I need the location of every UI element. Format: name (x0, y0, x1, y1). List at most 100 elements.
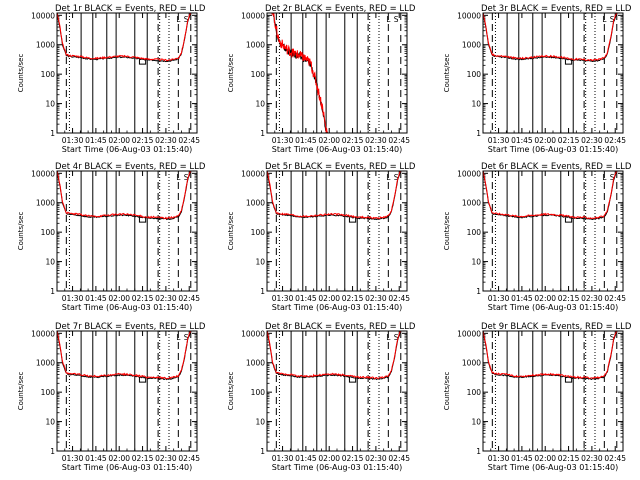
y-tick-label: 1 (260, 129, 265, 138)
y-tick-label: 100 (251, 70, 266, 79)
panel-title: Det 4r BLACK = Events, RED = LLD (55, 162, 206, 172)
x-tick-label: 01:45 (85, 136, 107, 145)
series-lld-line (57, 331, 192, 380)
y-tick-label: 1 (260, 447, 265, 456)
x-tick-label: 02:15 (132, 454, 154, 463)
y-tick-label: 10000 (241, 169, 265, 178)
bracket-label: S (394, 173, 399, 182)
x-tick-label: 02:45 (388, 136, 410, 145)
series-events-line (57, 331, 192, 381)
x-tick-label: 01:45 (85, 454, 107, 463)
x-tick-label: 02:15 (342, 294, 364, 303)
x-tick-label: 02:45 (388, 454, 410, 463)
y-tick-label: 1 (476, 447, 481, 456)
x-tick-label: 02:45 (178, 454, 200, 463)
panel-title: Det 5r BLACK = Events, RED = LLD (265, 162, 416, 172)
y-tick-label: 10 (45, 418, 55, 427)
panel-title: Det 2r BLACK = Events, RED = LLD (265, 4, 416, 14)
notch-bracket (564, 59, 573, 65)
bracket-label: S (394, 15, 399, 24)
x-axis-label: Start Time (06-Aug-03 01:15:40) (62, 303, 193, 312)
x-tick-label: 02:45 (604, 454, 626, 463)
x-tick-label: 02:15 (132, 294, 154, 303)
x-tick-label: 02:00 (108, 454, 130, 463)
x-tick-label: 01:30 (272, 454, 294, 463)
x-tick-label: 02:30 (365, 454, 387, 463)
y-tick-label: 10 (45, 258, 55, 267)
bracket-label: L (386, 173, 391, 182)
series-lld-line (267, 171, 401, 220)
panel-6r: Det 6r BLACK = Events, RED = LLD Counts/s… (443, 162, 632, 312)
x-tick-label: 01:45 (511, 294, 533, 303)
panel-2r: Det 2r BLACK = Events, RED = LLD Counts/s… (227, 4, 416, 154)
y-tick-label: 1000 (36, 199, 55, 208)
plot-frame (56, 170, 198, 292)
y-axis-label: Counts/sec (227, 54, 235, 93)
x-axis-label: Start Time (06-Aug-03 01:15:40) (488, 145, 619, 154)
bracket-label: L (602, 15, 607, 24)
y-tick-label: 10000 (241, 11, 265, 20)
x-tick-label: 02:45 (178, 136, 200, 145)
panel-5r: Det 5r BLACK = Events, RED = LLD Counts/s… (227, 162, 416, 312)
x-tick-label: 02:15 (132, 136, 154, 145)
bracket-label: L (176, 15, 181, 24)
x-tick-label: 02:45 (604, 294, 626, 303)
x-tick-label: 01:30 (62, 136, 84, 145)
x-axis-label: Start Time (06-Aug-03 01:15:40) (62, 145, 193, 154)
y-tick-label: 100 (467, 388, 482, 397)
bracket-label: S (184, 173, 189, 182)
x-axis-label: Start Time (06-Aug-03 01:15:40) (272, 145, 403, 154)
bracket-label: L (386, 333, 391, 342)
y-tick-label: 1 (476, 287, 481, 296)
bracket-label: L (602, 173, 607, 182)
x-tick-label: 01:45 (295, 136, 317, 145)
y-tick-label: 10 (45, 100, 55, 109)
y-tick-label: 10 (471, 258, 481, 267)
x-tick-label: 01:30 (62, 294, 84, 303)
y-tick-label: 1000 (246, 199, 265, 208)
notch-bracket (138, 59, 147, 65)
x-tick-label: 01:45 (295, 294, 317, 303)
y-tick-label: 100 (467, 70, 482, 79)
y-axis-label: Counts/sec (17, 54, 25, 93)
x-tick-label: 02:30 (581, 454, 603, 463)
plot-frame (482, 330, 624, 452)
x-axis-label: Start Time (06-Aug-03 01:15:40) (272, 303, 403, 312)
bracket-label: S (184, 333, 189, 342)
y-tick-label: 10000 (31, 11, 55, 20)
x-tick-label: 02:00 (318, 136, 340, 145)
y-tick-label: 10000 (457, 169, 481, 178)
x-tick-label: 01:30 (62, 454, 84, 463)
series-lld-line (57, 171, 191, 220)
y-tick-label: 10000 (457, 11, 481, 20)
y-axis-label: Counts/sec (227, 212, 235, 251)
y-axis-label: Counts/sec (443, 212, 451, 251)
x-tick-label: 01:30 (488, 454, 510, 463)
bracket-label: S (184, 15, 189, 24)
series-lld-line (57, 13, 191, 62)
panel-title: Det 6r BLACK = Events, RED = LLD (481, 162, 632, 172)
y-tick-label: 10 (255, 418, 265, 427)
plot-frame (266, 330, 408, 452)
y-tick-label: 1 (476, 129, 481, 138)
series-lld-line (483, 13, 618, 62)
y-tick-label: 100 (251, 228, 266, 237)
y-tick-label: 1000 (36, 41, 55, 50)
y-tick-label: 1000 (462, 199, 481, 208)
y-axis-label: Counts/sec (443, 372, 451, 411)
panel-1r: Det 1r BLACK = Events, RED = LLD Counts/s… (17, 4, 206, 154)
y-tick-label: 1 (260, 287, 265, 296)
notch-bracket (564, 377, 573, 383)
x-axis-label: Start Time (06-Aug-03 01:15:40) (62, 463, 193, 472)
x-tick-label: 02:45 (178, 294, 200, 303)
y-tick-label: 1000 (462, 359, 481, 368)
bracket-label: S (610, 173, 615, 182)
bracket-label: L (602, 333, 607, 342)
x-tick-label: 02:15 (558, 136, 580, 145)
panel-title: Det 7r BLACK = Events, RED = LLD (55, 322, 206, 332)
series-events-line (483, 13, 618, 62)
x-tick-label: 02:00 (318, 294, 340, 303)
y-tick-label: 1 (50, 129, 55, 138)
series-lld-line (267, 331, 402, 380)
